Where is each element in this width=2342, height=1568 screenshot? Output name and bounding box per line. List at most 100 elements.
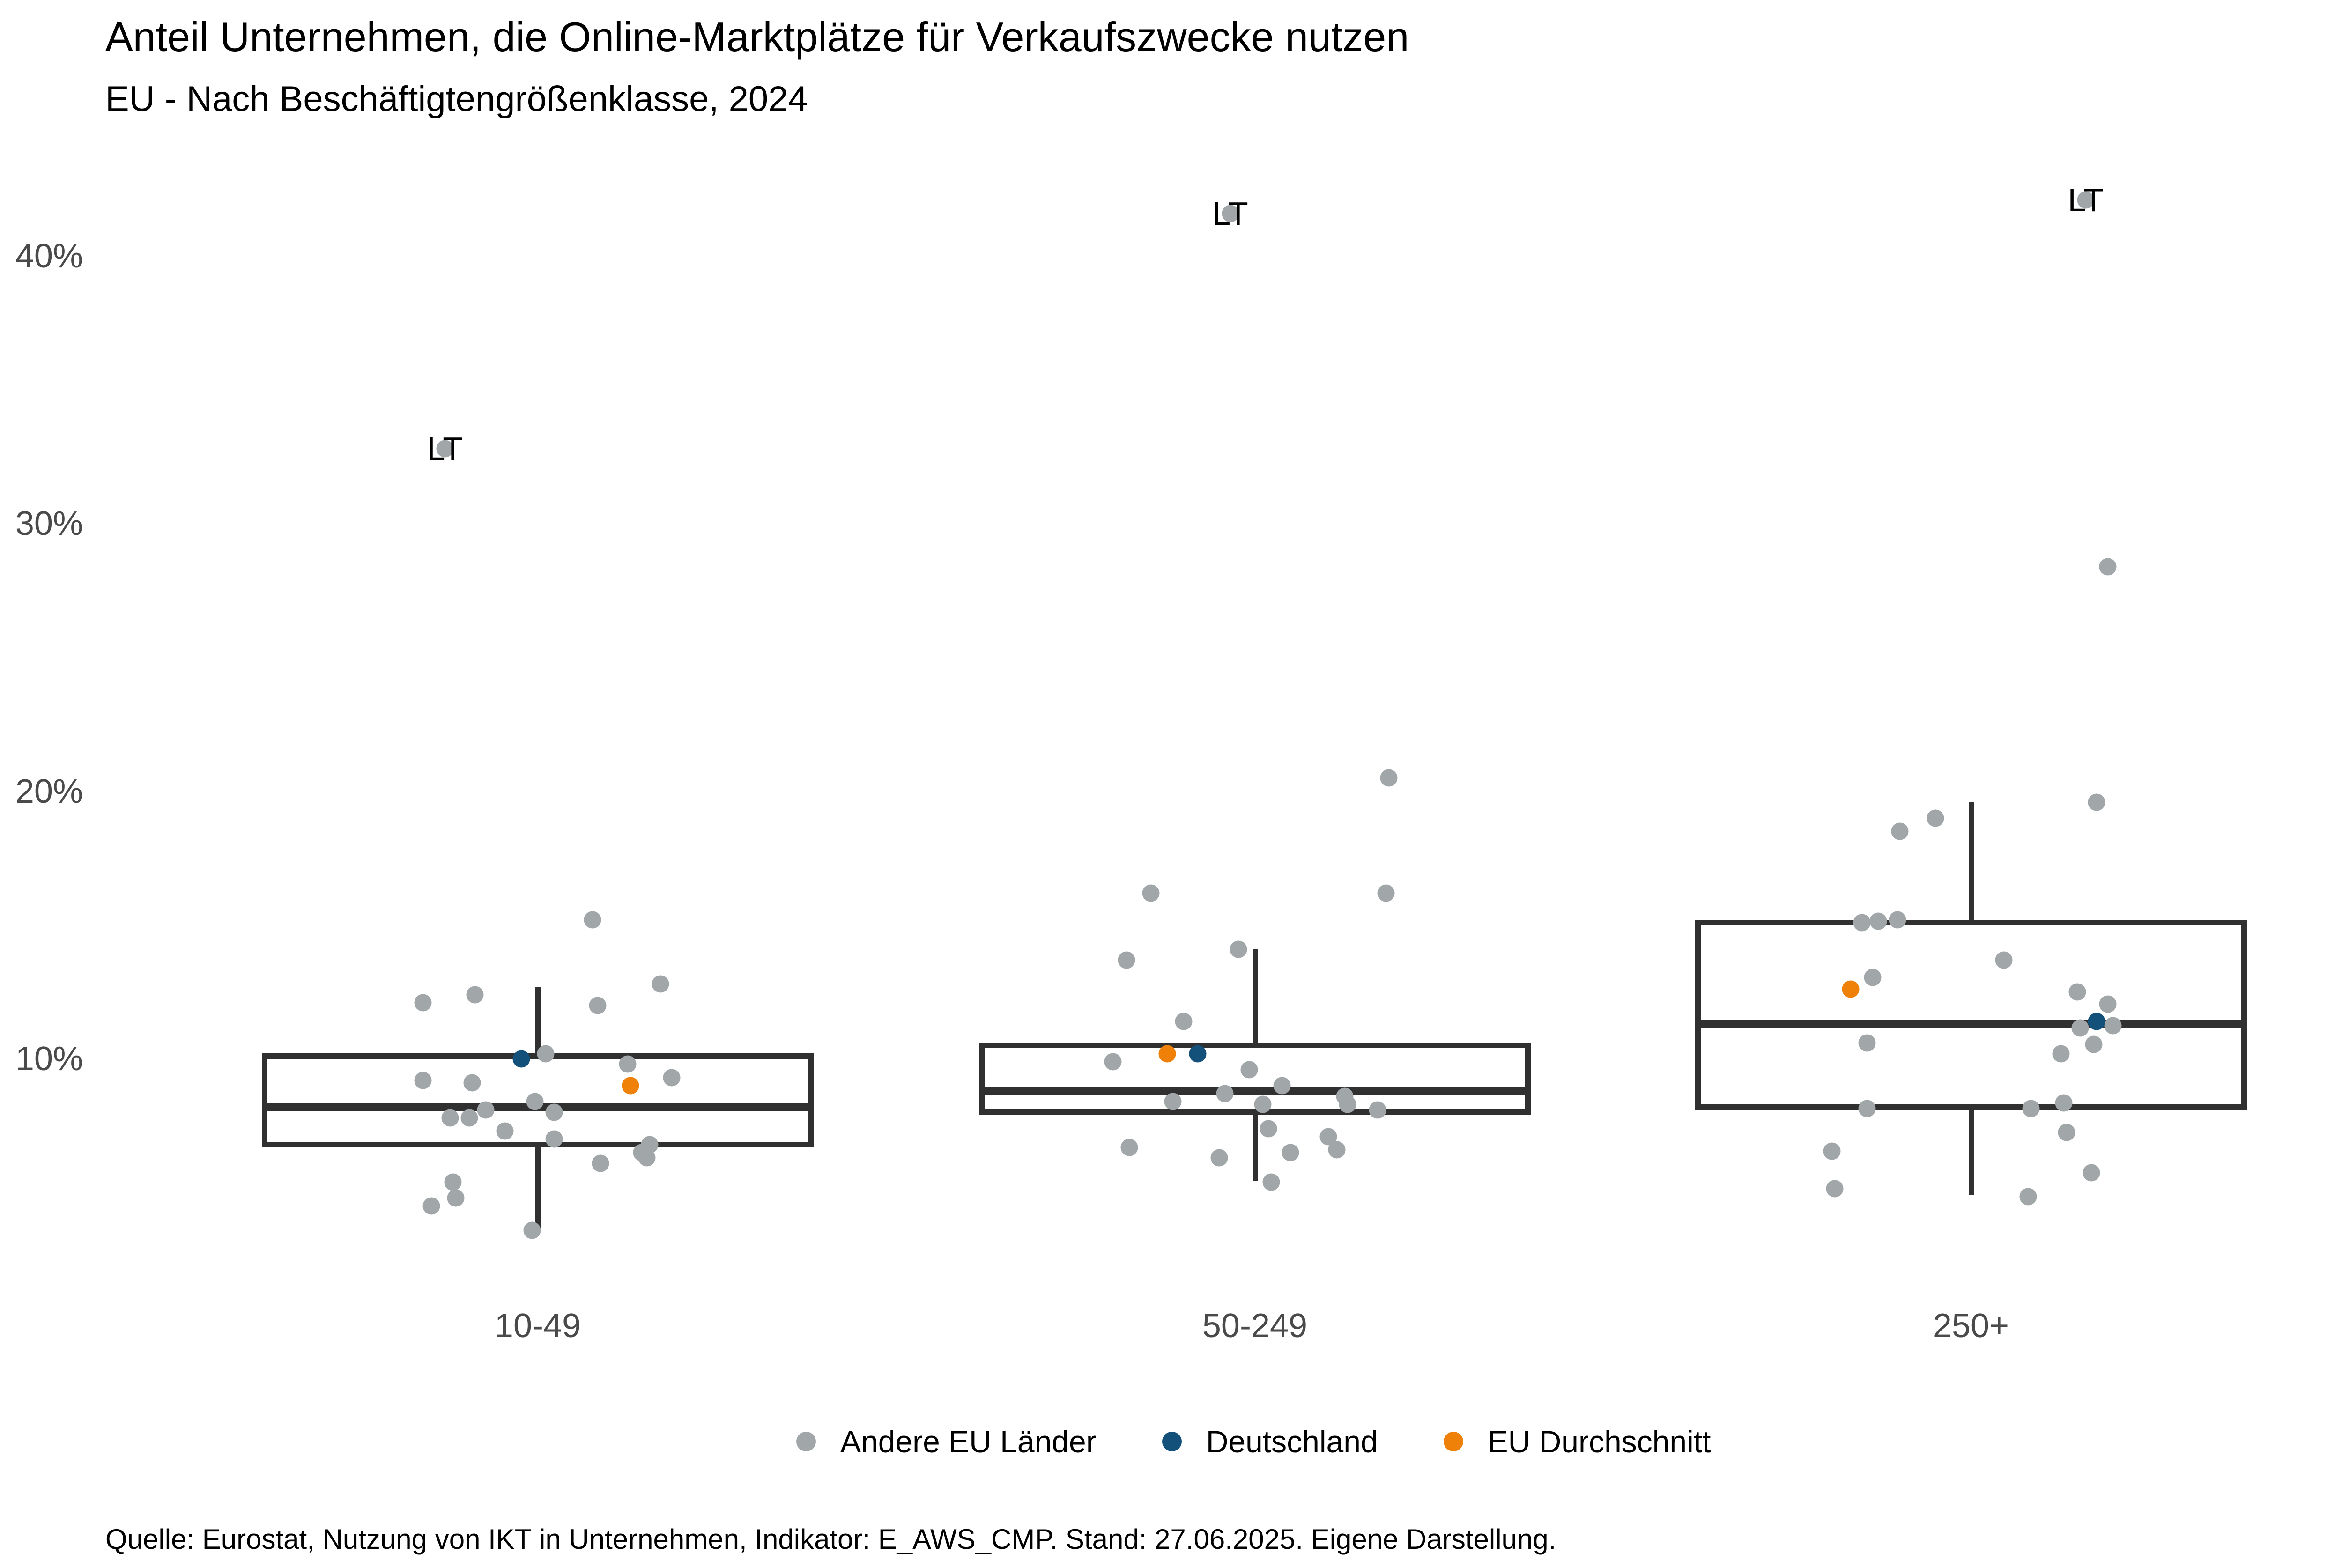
- lower-whisker: [1252, 1112, 1258, 1181]
- data-point-other: [2099, 558, 2116, 576]
- y-tick-label: 40%: [15, 237, 83, 275]
- data-point-other: [414, 994, 432, 1012]
- outlier-label: LT: [427, 430, 463, 467]
- data-point-other: [2071, 1019, 2089, 1037]
- data-point-other: [1927, 809, 1944, 827]
- data-point-other: [460, 1109, 478, 1127]
- eu-average-dot-icon: [1443, 1432, 1463, 1451]
- data-point-other: [1175, 1013, 1193, 1030]
- data-point-other: [1104, 1053, 1122, 1071]
- source-note: Quelle: Eurostat, Nutzung von IKT in Unt…: [105, 1524, 1556, 1555]
- legend-item-germany: Deutschland: [1162, 1424, 1378, 1459]
- data-point-other: [545, 1130, 563, 1148]
- data-point-other: [447, 1189, 465, 1207]
- box: [1695, 919, 2247, 1110]
- data-point-other: [2088, 793, 2105, 811]
- data-point-other: [1858, 1100, 1876, 1117]
- data-point-other: [1380, 769, 1398, 787]
- data-point-other: [1254, 1095, 1272, 1113]
- x-category-label: 50-249: [1202, 1307, 1308, 1345]
- outlier-label: LT: [1212, 195, 1248, 232]
- data-point-other: [1823, 1142, 1841, 1160]
- data-point-other: [2052, 1045, 2070, 1063]
- data-point-germany: [2088, 1013, 2105, 1030]
- lower-whisker: [535, 1144, 541, 1228]
- legend-item-other-eu: Andere EU Länder: [796, 1424, 1097, 1459]
- data-point-other: [663, 1069, 681, 1087]
- data-point-other: [1164, 1093, 1182, 1110]
- data-point-other: [414, 1072, 432, 1089]
- data-point-other: [1995, 951, 2013, 969]
- data-point-other: [652, 975, 669, 993]
- data-point-other: [1230, 940, 1247, 958]
- data-point-other: [1889, 911, 1906, 929]
- data-point-other: [1853, 914, 1871, 932]
- data-point-other: [2058, 1124, 2075, 1141]
- data-point-other: [523, 1221, 541, 1239]
- data-point-other: [2055, 1094, 2073, 1112]
- legend-item-eu-average: EU Durchschnitt: [1443, 1424, 1711, 1459]
- page-title: Anteil Unternehmen, die Online-Marktplät…: [105, 14, 1409, 60]
- data-point-other: [1369, 1101, 1386, 1119]
- data-point-other: [1260, 1120, 1277, 1138]
- data-point-other: [1273, 1077, 1291, 1095]
- upper-whisker: [1968, 802, 1974, 923]
- data-point-other: [2099, 995, 2116, 1013]
- data-point-other: [1339, 1095, 1356, 1113]
- legend-label: Andere EU Länder: [840, 1424, 1097, 1459]
- data-point-other: [1240, 1061, 1258, 1079]
- data-point-other: [1826, 1180, 1843, 1198]
- data-point-other: [638, 1149, 656, 1167]
- x-category-label: 250+: [1933, 1307, 2009, 1345]
- page-subtitle: EU - Nach Beschäftigtengrößenklasse, 202…: [105, 79, 808, 119]
- data-point-other: [1891, 822, 1909, 840]
- data-point-other: [1142, 884, 1160, 902]
- data-point-outlier: [2077, 191, 2095, 209]
- data-point-other: [1282, 1144, 1299, 1161]
- data-point-other: [1210, 1149, 1228, 1167]
- data-point-other: [477, 1101, 495, 1119]
- data-point-other: [1262, 1173, 1280, 1191]
- median-line: [982, 1087, 1528, 1095]
- data-point-other: [592, 1154, 609, 1172]
- data-point-other: [441, 1109, 459, 1127]
- outlier-label: LT: [2068, 182, 2104, 219]
- data-point-germany: [512, 1050, 530, 1068]
- median-line: [1698, 1020, 2244, 1028]
- data-point-other: [2068, 983, 2086, 1001]
- data-point-other: [463, 1074, 481, 1092]
- lower-whisker: [1968, 1107, 1974, 1196]
- y-tick-label: 30%: [15, 505, 83, 543]
- data-point-other: [1328, 1141, 1346, 1159]
- data-point-outlier: [1222, 205, 1239, 222]
- data-point-other: [1858, 1034, 1876, 1052]
- data-point-other: [444, 1173, 462, 1191]
- data-point-outlier: [436, 440, 454, 458]
- other-eu-dot-icon: [796, 1432, 816, 1451]
- data-point-germany: [1189, 1045, 1207, 1063]
- data-point-other: [1864, 969, 1882, 986]
- data-point-other: [537, 1045, 555, 1063]
- data-point-eu-average: [1158, 1045, 1176, 1063]
- data-point-eu-average: [622, 1077, 639, 1095]
- x-category-label: 10-49: [494, 1307, 581, 1345]
- upper-whisker: [535, 986, 541, 1057]
- data-point-other: [2022, 1100, 2040, 1117]
- data-point-other: [1120, 1139, 1138, 1156]
- data-point-other: [2083, 1164, 2100, 1182]
- data-point-other: [619, 1055, 637, 1073]
- data-point-other: [2104, 1017, 2122, 1035]
- data-point-other: [422, 1197, 440, 1215]
- data-point-other: [1377, 884, 1395, 902]
- germany-dot-icon: [1162, 1432, 1182, 1451]
- y-tick-label: 10%: [15, 1040, 83, 1078]
- data-point-eu-average: [1842, 980, 1860, 998]
- legend-label: Deutschland: [1206, 1424, 1378, 1459]
- upper-whisker: [1252, 949, 1258, 1046]
- legend-label: EU Durchschnitt: [1487, 1424, 1711, 1459]
- data-point-other: [466, 986, 484, 1004]
- data-point-other: [1216, 1085, 1234, 1102]
- data-point-other: [526, 1093, 544, 1110]
- y-tick-label: 20%: [15, 772, 83, 810]
